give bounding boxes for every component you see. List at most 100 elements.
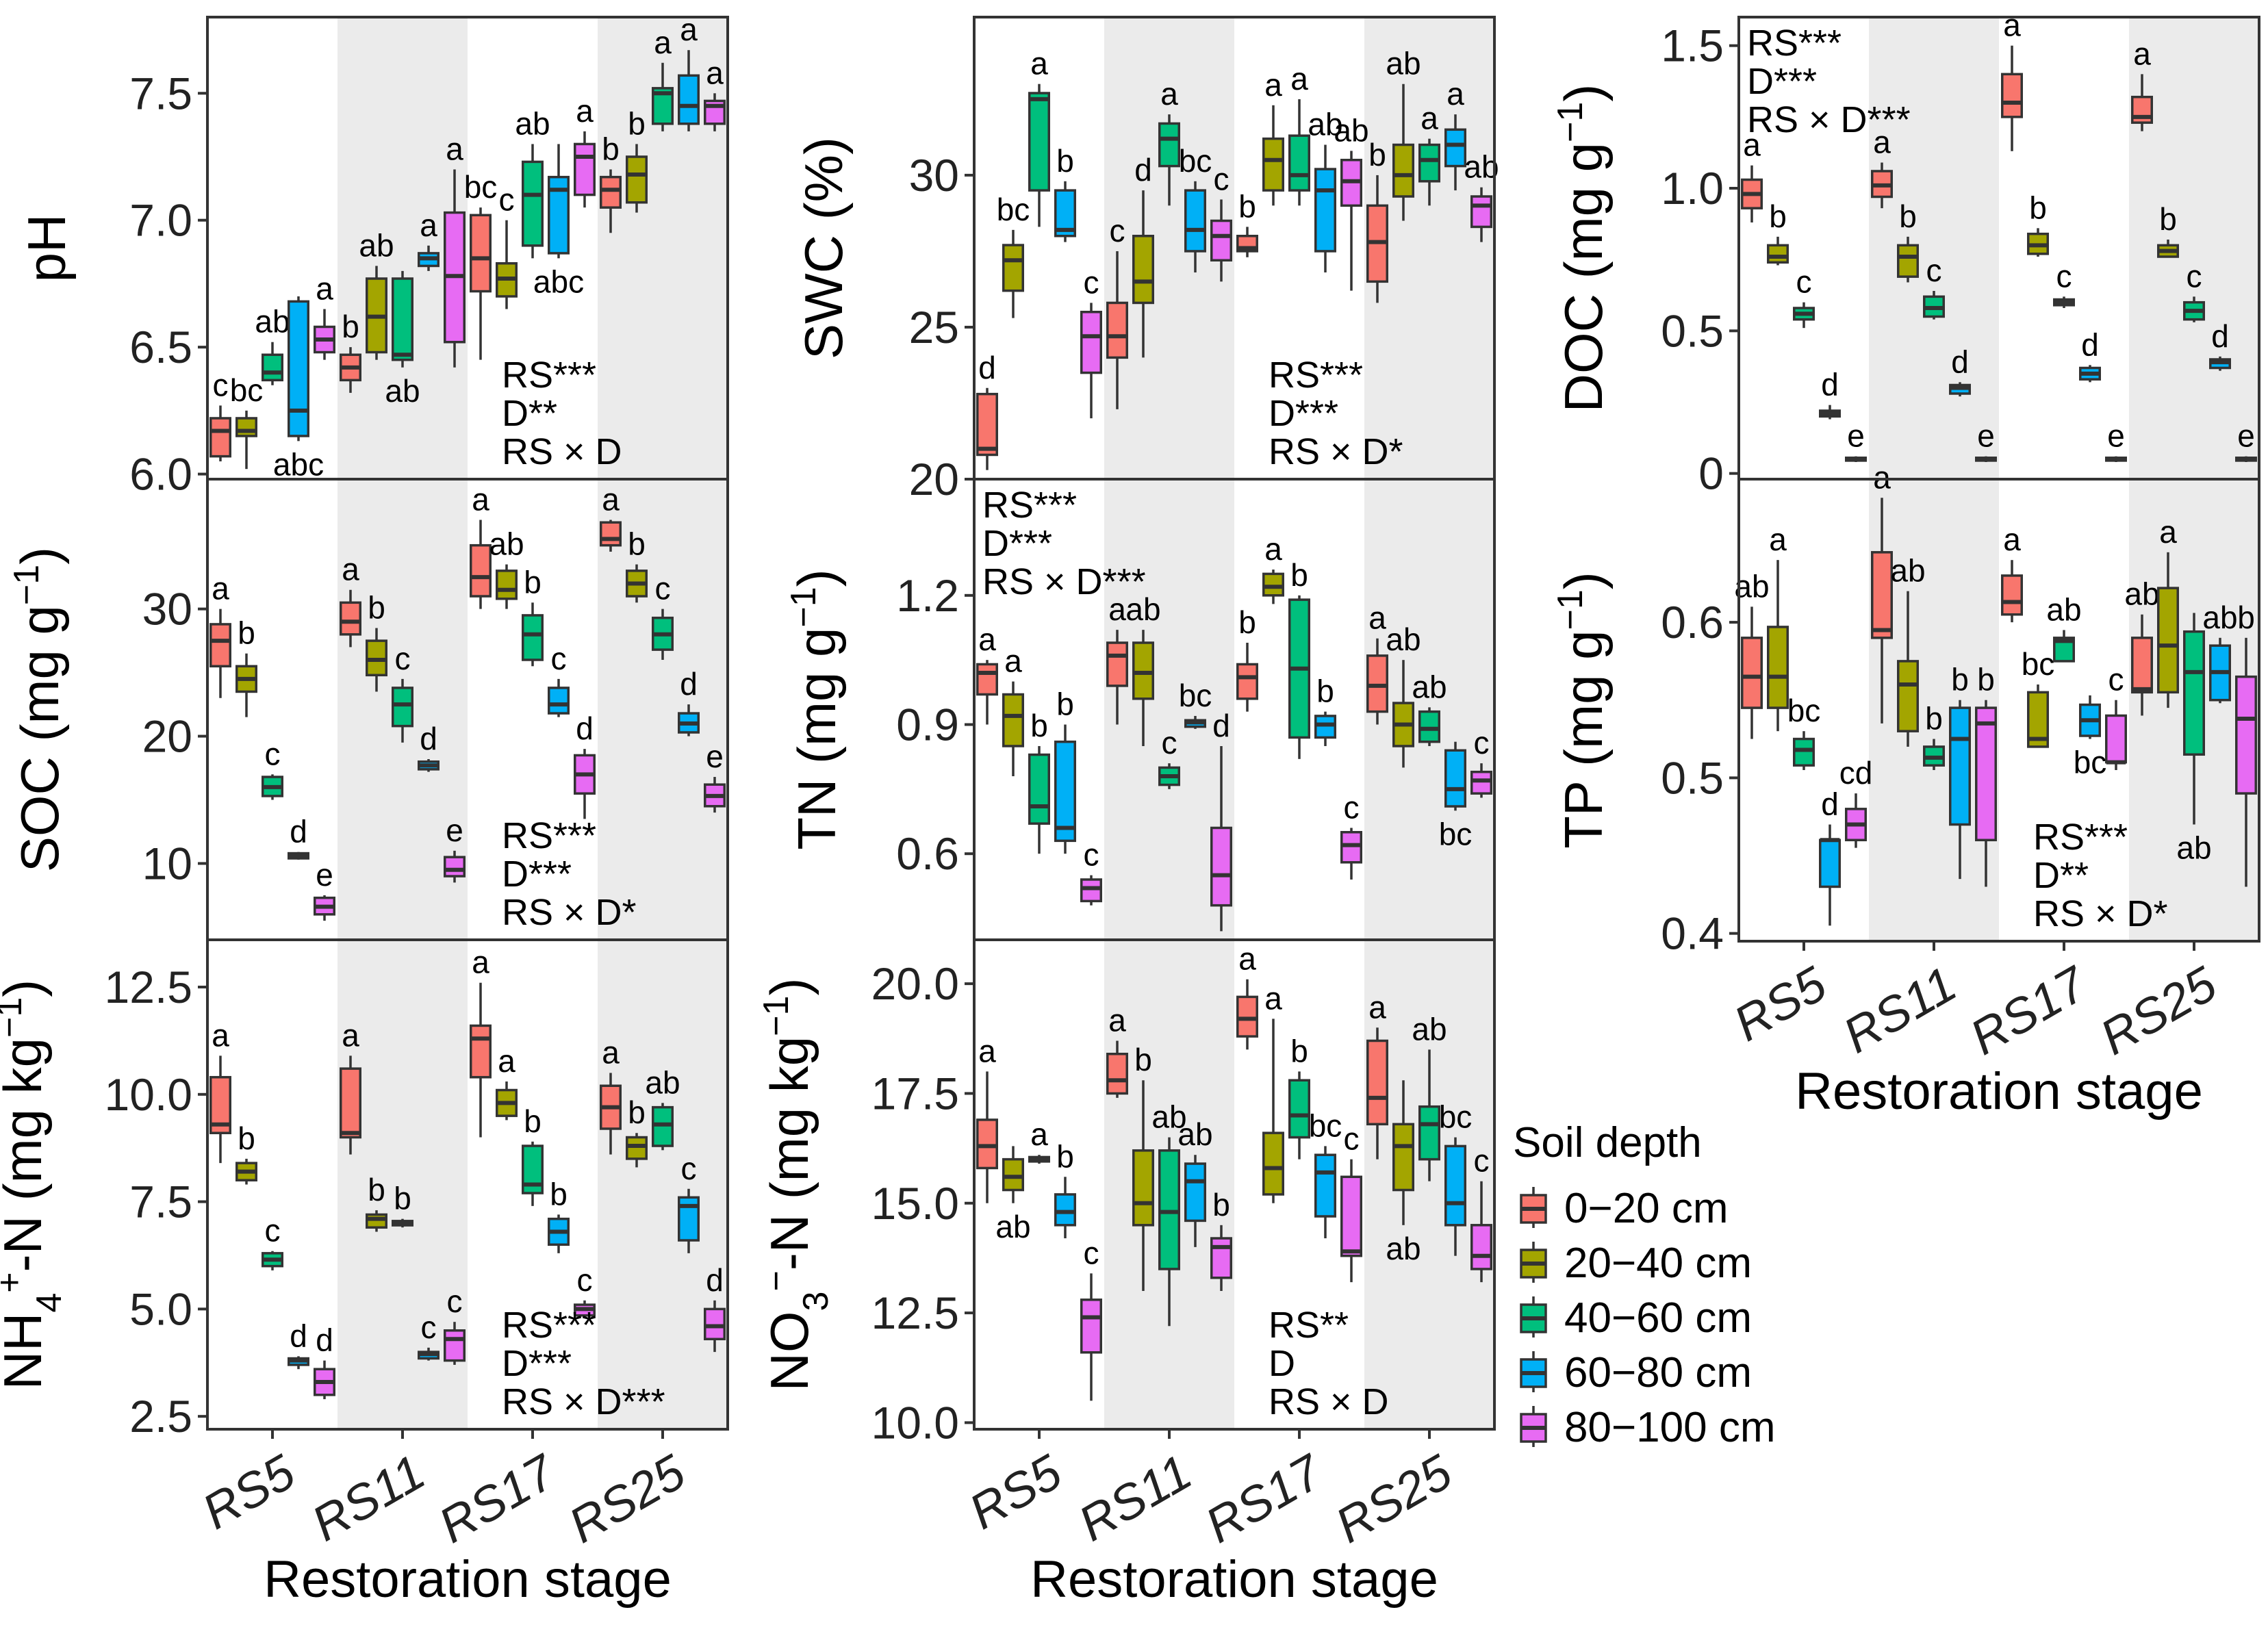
significance-letter: d	[2211, 318, 2229, 354]
box-body	[340, 601, 361, 636]
box-body	[1028, 92, 1050, 192]
x-tick-label: RS17	[1197, 1444, 1333, 1554]
box-body	[1262, 1131, 1284, 1196]
box-body	[444, 856, 466, 878]
significance-letter: b	[1769, 199, 1787, 234]
stage-group-RS5: ab c de	[209, 571, 335, 921]
significance-letter: b	[628, 1095, 646, 1130]
significance-letter: c	[499, 182, 515, 218]
y-axis-label: NO3−-N (mg kg−1)	[756, 978, 836, 1392]
box-body	[1028, 753, 1050, 825]
significance-letter: ab	[2124, 576, 2159, 612]
significance-letter: c	[1796, 264, 1812, 300]
significance-letter: b	[2237, 600, 2255, 635]
significance-letter: ab	[1412, 1011, 1447, 1047]
box-body	[1444, 128, 1466, 168]
stats-annotation: RS***D***RS × D*	[1269, 355, 1403, 472]
stats-annotation: RS***D***RS × D***	[502, 1305, 665, 1422]
significance-letter: b	[1290, 1033, 1308, 1068]
significance-letter: a	[1743, 127, 1761, 163]
box-body	[1418, 1105, 1440, 1161]
significance-letter: a	[1368, 600, 1386, 636]
significance-letter: c	[1344, 789, 1360, 825]
box-body	[600, 521, 622, 547]
box-body	[704, 1307, 726, 1341]
stats-annotation: RS***D**RS × D*	[2033, 817, 2168, 934]
significance-letter: d	[576, 711, 594, 746]
box-body	[626, 1136, 648, 1160]
legend-item: 0−20 cm	[1520, 1185, 1729, 1232]
significance-letter: d	[1821, 367, 1839, 402]
significance-letter: a	[1264, 531, 1282, 567]
x-axis-title: Restoration stage	[1030, 1550, 1438, 1609]
stage-group-RS11: a bc d e	[1871, 125, 1997, 462]
significance-letter: a	[420, 207, 437, 243]
stats-line: RS***	[2033, 817, 2128, 858]
significance-letter: abc	[533, 264, 584, 299]
box-body	[1210, 1237, 1232, 1279]
box-body	[1106, 301, 1128, 359]
stats-annotation: RS**DRS × D	[1269, 1305, 1389, 1422]
stats-line: RS***	[502, 355, 596, 396]
box-body	[1392, 1123, 1414, 1192]
stats-line: D***	[1269, 393, 1338, 434]
significance-letter: ab	[1386, 622, 1420, 657]
legend-item: 60−80 cm	[1520, 1349, 1752, 1396]
box-body	[678, 74, 700, 125]
significance-letter: a	[2133, 36, 2151, 71]
significance-letter: a	[2003, 8, 2021, 43]
box-body	[1132, 1149, 1154, 1227]
box-body	[1975, 706, 1997, 842]
significance-letter: c	[2108, 662, 2124, 698]
significance-letter: ab	[385, 373, 420, 409]
box-body	[2183, 630, 2205, 756]
y-tick-label: 2.5	[129, 1391, 192, 1442]
significance-letter: e	[706, 739, 724, 774]
box-body	[209, 417, 231, 458]
box-body	[1897, 244, 1919, 278]
stats-line: D***	[1747, 61, 1817, 102]
significance-letter: a	[602, 481, 620, 517]
significance-letter: ab	[1334, 112, 1368, 148]
box-body	[522, 614, 544, 661]
significance-letter: d	[2081, 327, 2099, 362]
box-body	[1054, 740, 1076, 843]
box-body	[1470, 1224, 1492, 1270]
y-tick-label: 17.5	[871, 1068, 959, 1118]
significance-letter: a	[1873, 459, 1891, 495]
significance-letter: a	[446, 131, 463, 167]
legend-label: 80−100 cm	[1564, 1404, 1776, 1451]
x-tick-label: RS25	[1327, 1444, 1462, 1554]
box-body	[1132, 234, 1154, 305]
significance-letter: c	[577, 1262, 593, 1298]
significance-letter: c	[1926, 253, 1942, 288]
significance-letter: a	[1873, 125, 1891, 160]
box-body	[1184, 1162, 1206, 1223]
y-tick-label: 5.0	[129, 1283, 192, 1334]
significance-letter: d	[1134, 152, 1152, 188]
significance-letter: a	[472, 945, 489, 980]
significance-letter: a	[978, 622, 996, 657]
legend-label: 0−20 cm	[1564, 1185, 1729, 1232]
stage-band	[2129, 17, 2259, 479]
box-body	[652, 1105, 674, 1147]
significance-letter: b	[1368, 137, 1386, 172]
stats-line: D**	[2033, 855, 2089, 896]
stats-line: RS × D*	[2033, 893, 2168, 934]
box-body	[1262, 572, 1284, 597]
box-body	[1002, 693, 1024, 747]
significance-letter: b	[1056, 687, 1074, 722]
significance-letter: a	[1030, 1116, 1048, 1152]
significance-letter: a	[1769, 522, 1787, 557]
panel-frame	[973, 938, 1496, 1431]
stage-group-RS25: a bcd e	[2131, 36, 2257, 462]
box-body	[496, 570, 518, 600]
box-body	[1132, 641, 1154, 700]
significance-letter: d	[978, 350, 996, 385]
significance-letter: c	[1110, 213, 1125, 248]
significance-letter: b	[368, 1172, 385, 1207]
